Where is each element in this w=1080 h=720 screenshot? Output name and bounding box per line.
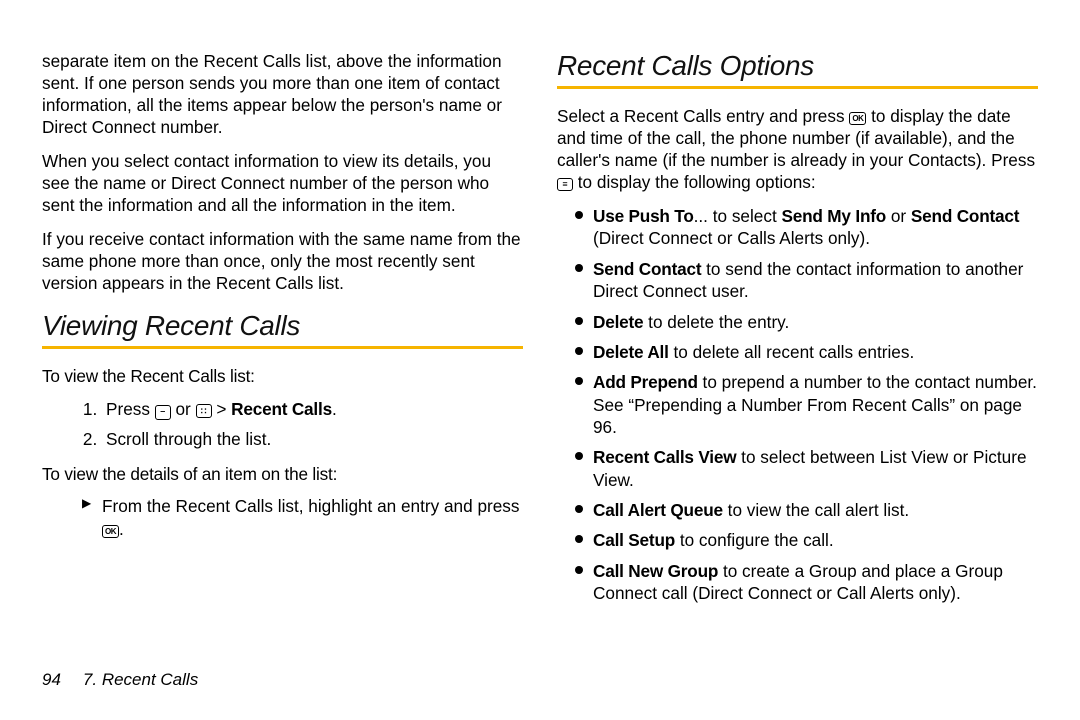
paragraph: separate item on the Recent Calls list, … [42, 50, 523, 138]
key-icon: ∷ [196, 404, 212, 418]
bold-text: Call Setup [593, 530, 675, 550]
options-list: Use Push To... to select Send My Info or… [557, 205, 1038, 604]
text: or [171, 399, 196, 419]
text: ... to select [694, 206, 782, 226]
key-menu-icon: ≡ [557, 178, 573, 191]
subheading: To view the details of an item on the li… [42, 463, 523, 485]
text: to display the following options: [573, 172, 816, 192]
page-number: 94 [42, 670, 61, 689]
two-column-layout: separate item on the Recent Calls list, … [42, 50, 1038, 650]
bold-text: Call New Group [593, 561, 718, 581]
text: . [119, 519, 124, 539]
arrow-list-item: From the Recent Calls list, highlight an… [42, 495, 523, 540]
paragraph: When you select contact information to v… [42, 150, 523, 216]
chapter-title: 7. Recent Calls [83, 670, 198, 689]
right-column: Recent Calls Options Select a Recent Cal… [557, 50, 1038, 650]
step-item: Press – or ∷ > Recent Calls. [102, 398, 523, 421]
key-ok-icon: OK [102, 525, 119, 538]
list-item: Delete All to delete all recent calls en… [593, 341, 1038, 363]
subheading: To view the Recent Calls list: [42, 365, 523, 387]
text: to view the call alert list. [723, 500, 909, 520]
text: From the Recent Calls list, highlight an… [102, 496, 519, 516]
page-footer: 94 7. Recent Calls [42, 670, 198, 690]
bold-text: Call Alert Queue [593, 500, 723, 520]
text: to delete the entry. [643, 312, 789, 332]
list-item: Recent Calls View to select between List… [593, 446, 1038, 491]
bold-text: Send Contact [911, 206, 1019, 226]
bold-text: Add Prepend [593, 372, 698, 392]
bold-text: Delete All [593, 342, 669, 362]
bold-text: Send Contact [593, 259, 701, 279]
left-column: separate item on the Recent Calls list, … [42, 50, 523, 650]
section-heading-viewing: Viewing Recent Calls [42, 310, 523, 342]
paragraph: If you receive contact information with … [42, 228, 523, 294]
bold-text: Delete [593, 312, 643, 332]
bold-text: Recent Calls [231, 399, 332, 419]
text: Press [106, 399, 155, 419]
paragraph: Select a Recent Calls entry and press OK… [557, 105, 1038, 193]
list-item: Use Push To... to select Send My Info or… [593, 205, 1038, 250]
heading-rule [42, 346, 523, 349]
text: or [886, 206, 911, 226]
list-item: Add Prepend to prepend a number to the c… [593, 371, 1038, 438]
list-item: Delete to delete the entry. [593, 311, 1038, 333]
list-item: Call New Group to create a Group and pla… [593, 560, 1038, 605]
bold-text: Recent Calls View [593, 447, 736, 467]
text: (Direct Connect or Calls Alerts only). [593, 228, 870, 248]
text: Select a Recent Calls entry and press [557, 106, 849, 126]
list-item: Send Contact to send the contact informa… [593, 258, 1038, 303]
text: . [332, 399, 337, 419]
step-item: Scroll through the list. [102, 428, 523, 451]
section-heading-options: Recent Calls Options [557, 50, 1038, 82]
steps-list: Press – or ∷ > Recent Calls. Scroll thro… [42, 398, 523, 451]
text: to delete all recent calls entries. [669, 342, 915, 362]
key-ok-icon: OK [849, 112, 866, 125]
bold-text: Use Push To [593, 206, 694, 226]
bold-text: Send My Info [782, 206, 887, 226]
heading-rule [557, 86, 1038, 89]
text: > [212, 399, 232, 419]
key-icon: – [155, 405, 171, 420]
list-item: Call Setup to configure the call. [593, 529, 1038, 551]
text: to configure the call. [675, 530, 834, 550]
list-item: Call Alert Queue to view the call alert … [593, 499, 1038, 521]
